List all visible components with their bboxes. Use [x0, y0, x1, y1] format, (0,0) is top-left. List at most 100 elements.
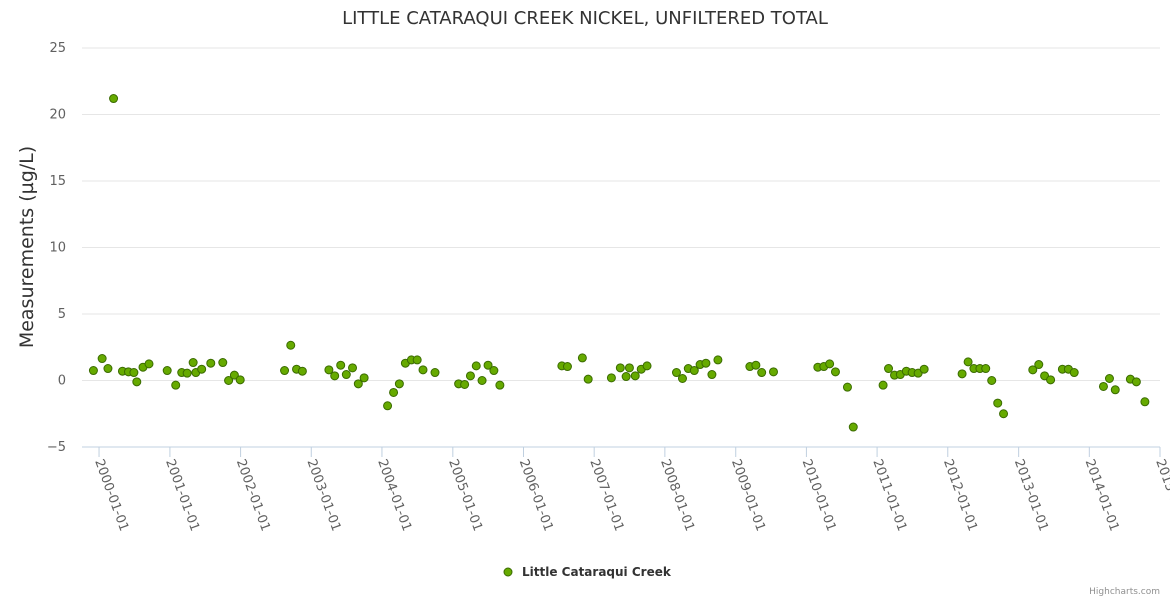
x-tick-label: 2005-01-01 [445, 457, 485, 533]
data-point[interactable] [218, 358, 228, 368]
data-point[interactable] [1110, 385, 1120, 395]
data-point[interactable] [182, 368, 192, 378]
data-point[interactable] [919, 364, 929, 374]
data-point[interactable] [1028, 365, 1038, 375]
data-point[interactable] [1069, 368, 1079, 378]
data-point[interactable] [848, 422, 858, 432]
data-point[interactable] [330, 371, 340, 381]
data-point[interactable] [489, 366, 499, 376]
data-point[interactable] [229, 370, 239, 380]
y-axis-label: Measurements (µg/L) [16, 146, 38, 348]
x-tick-label: 2003-01-01 [304, 457, 344, 533]
data-point[interactable] [465, 371, 475, 381]
data-point[interactable] [383, 401, 393, 411]
data-point[interactable] [109, 94, 119, 104]
x-tick-label: 2012-01-01 [940, 457, 980, 533]
data-point[interactable] [224, 376, 234, 385]
data-point[interactable] [188, 358, 198, 368]
legend[interactable]: Little Cataraqui Creek [503, 565, 672, 579]
data-point[interactable] [171, 380, 181, 390]
data-point[interactable] [842, 382, 852, 392]
data-point[interactable] [132, 377, 142, 387]
y-axis-ticks: −5 0 5 10 15 20 25 [47, 41, 66, 455]
data-point[interactable] [97, 354, 107, 364]
data-point[interactable] [353, 379, 363, 389]
data-point[interactable] [577, 353, 587, 363]
data-point[interactable] [418, 365, 428, 375]
chart-title: LITTLE CATARAQUI CREEK NICKEL, UNFILTERE… [342, 8, 828, 29]
x-tick-label: 2001-01-01 [162, 457, 202, 533]
data-point[interactable] [471, 361, 481, 371]
data-point[interactable] [359, 373, 369, 383]
data-point[interactable] [713, 355, 723, 365]
x-tick-label: 2008-01-01 [657, 457, 697, 533]
data-point[interactable] [477, 376, 487, 385]
data-point[interactable] [324, 365, 334, 375]
data-point[interactable] [830, 367, 840, 377]
data-point[interactable] [963, 357, 973, 367]
data-point[interactable] [197, 364, 207, 374]
data-point[interactable] [460, 379, 470, 389]
data-point[interactable] [286, 340, 296, 350]
data-point[interactable] [1140, 397, 1150, 407]
data-point[interactable] [430, 368, 440, 378]
data-point[interactable] [825, 359, 835, 369]
data-point[interactable] [483, 360, 493, 370]
data-point[interactable] [394, 379, 404, 389]
grid-lines [82, 47, 1160, 448]
y-tick-label: 25 [49, 41, 66, 56]
data-point[interactable] [677, 374, 687, 384]
data-point[interactable] [341, 370, 351, 380]
data-point[interactable] [671, 368, 681, 378]
data-point[interactable] [583, 374, 593, 384]
data-point[interactable] [757, 368, 767, 378]
data-point[interactable] [1046, 375, 1056, 385]
data-point[interactable] [624, 363, 634, 373]
data-point[interactable] [1104, 374, 1114, 384]
data-point[interactable] [689, 366, 699, 376]
data-point[interactable] [1034, 360, 1044, 370]
data-point[interactable] [987, 376, 997, 385]
data-point[interactable] [235, 375, 245, 385]
data-point[interactable] [701, 358, 711, 368]
data-point[interactable] [999, 409, 1009, 419]
y-tick-label: 5 [58, 307, 66, 322]
x-tick-label: 2010-01-01 [799, 457, 839, 533]
data-point[interactable] [884, 364, 894, 374]
data-point[interactable] [981, 364, 991, 374]
data-point[interactable] [1098, 381, 1108, 391]
y-tick-label: 10 [49, 241, 66, 256]
data-point[interactable] [206, 358, 216, 368]
data-point[interactable] [751, 360, 761, 370]
data-point[interactable] [957, 369, 967, 379]
data-point[interactable] [1131, 377, 1141, 387]
data-point[interactable] [630, 371, 640, 381]
data-point[interactable] [144, 359, 154, 369]
data-point[interactable] [88, 366, 98, 376]
data-point[interactable] [606, 373, 616, 383]
credits-link[interactable]: Highcharts.com [1089, 587, 1160, 597]
data-point[interactable] [707, 370, 717, 380]
data-point[interactable] [768, 367, 778, 377]
data-point[interactable] [621, 372, 631, 382]
data-point[interactable] [162, 366, 172, 376]
data-point[interactable] [280, 366, 290, 376]
data-point[interactable] [103, 364, 113, 374]
data-point[interactable] [336, 360, 346, 370]
y-tick-label: 15 [49, 174, 66, 189]
data-point[interactable] [348, 363, 358, 373]
data-point[interactable] [993, 398, 1003, 408]
data-point[interactable] [562, 362, 572, 372]
data-point[interactable] [412, 355, 422, 365]
data-point[interactable] [389, 387, 399, 397]
x-tick-label: 2000-01-01 [91, 457, 131, 533]
data-point[interactable] [495, 380, 505, 390]
data-point[interactable] [615, 363, 625, 373]
x-tick-label: 2015-01-01 [1152, 457, 1170, 533]
data-point[interactable] [878, 380, 888, 390]
data-point[interactable] [129, 368, 139, 378]
legend-label[interactable]: Little Cataraqui Creek [522, 565, 672, 579]
data-point[interactable] [642, 361, 652, 371]
legend-marker[interactable] [503, 567, 513, 577]
data-point[interactable] [297, 366, 307, 376]
